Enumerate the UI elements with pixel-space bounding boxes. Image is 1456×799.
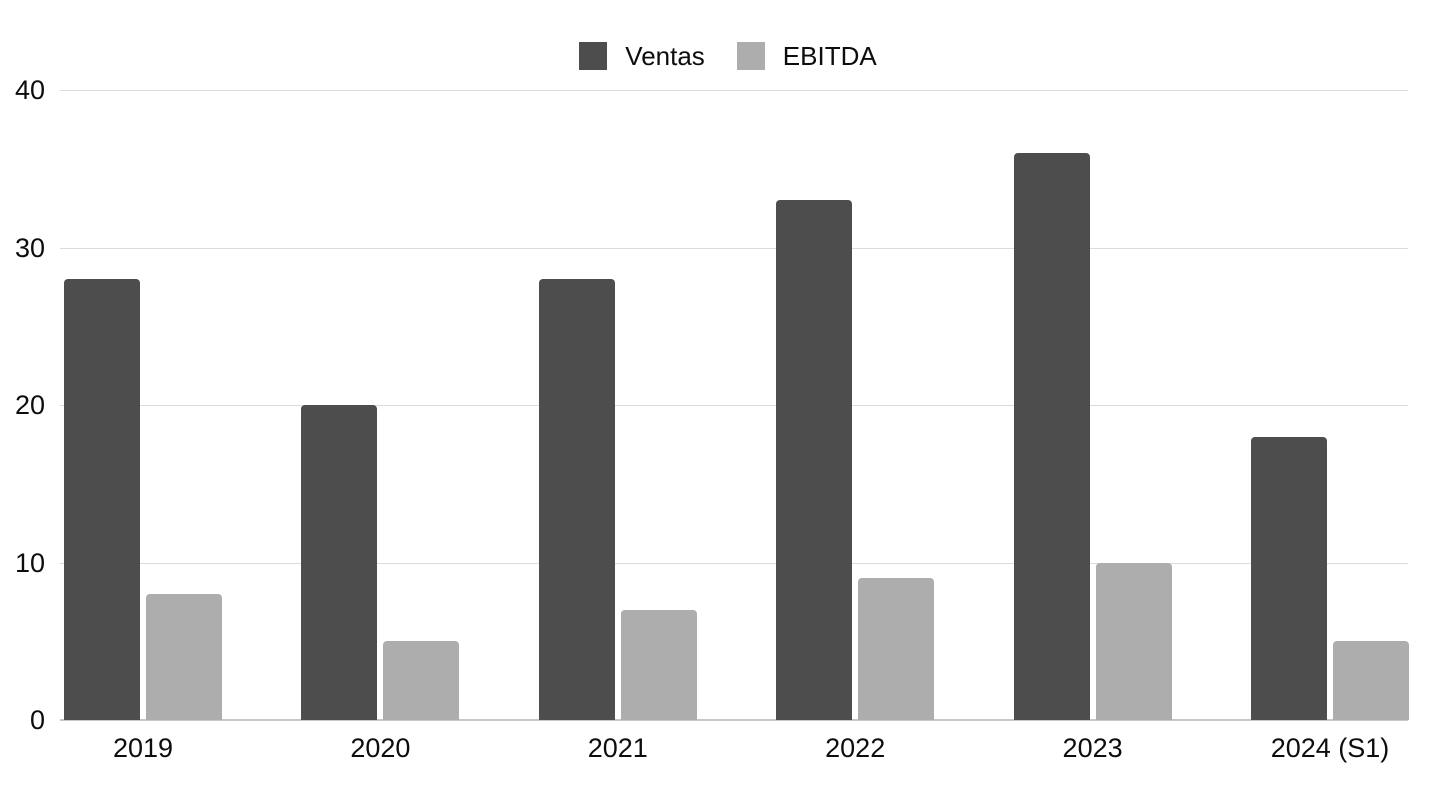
bar-ebitda-2020	[383, 641, 460, 720]
x-axis-baseline	[60, 719, 1408, 721]
legend-swatch-icon	[736, 42, 765, 70]
x-category-label-2021: 2021	[587, 733, 648, 763]
gridline-y-30	[60, 247, 1408, 249]
bar-ventas-2021	[538, 279, 615, 720]
bar-ebitda-2023	[1095, 562, 1172, 720]
x-category-label-2024-s1-: 2024 (S1)	[1270, 733, 1390, 763]
gridline-y-40	[60, 90, 1408, 91]
bar-ventas-2022	[776, 200, 853, 720]
legend-item-ventas: Ventas	[579, 40, 705, 72]
bar-ventas-2024-s1-	[1251, 436, 1327, 720]
bar-ventas-2020	[301, 405, 378, 720]
x-category-label-2023: 2023	[1062, 733, 1123, 763]
x-category-label-2020: 2020	[350, 733, 411, 763]
legend-label: EBITDA	[782, 41, 877, 71]
bar-ebitda-2024-s1-	[1333, 641, 1409, 720]
x-category-label-2022: 2022	[825, 733, 886, 763]
y-tick-label-10: 10	[14, 547, 45, 578]
bar-ventas-2023	[1013, 153, 1090, 720]
bar-ventas-2019	[64, 279, 140, 720]
bar-ebitda-2019	[146, 594, 222, 720]
x-category-label-2019: 2019	[112, 733, 174, 763]
bar-ebitda-2022	[858, 578, 935, 720]
bar-ebitda-2021	[620, 609, 697, 720]
gridline-y-10	[60, 562, 1408, 564]
y-tick-label-0: 0	[29, 705, 45, 735]
legend-item-ebitda: EBITDA	[736, 40, 877, 72]
y-tick-label-20: 20	[14, 390, 45, 420]
y-tick-label-30: 30	[14, 232, 45, 263]
legend-swatch-icon	[579, 42, 608, 70]
chart-legend: Ventas EBITDA	[0, 40, 1456, 72]
legend-label: Ventas	[625, 41, 705, 71]
y-tick-label-40: 40	[14, 75, 45, 105]
gridline-y-20	[60, 405, 1408, 406]
